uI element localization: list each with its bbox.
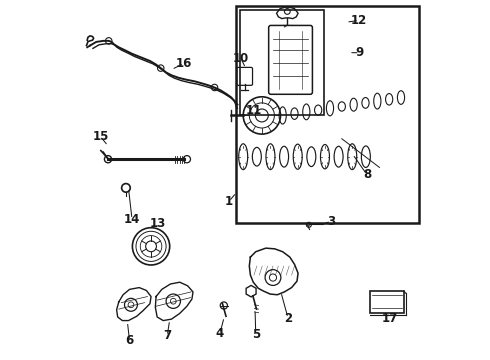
Text: 14: 14 <box>124 213 140 226</box>
Bar <box>240 10 324 116</box>
Text: 4: 4 <box>216 327 224 340</box>
Text: 10: 10 <box>233 51 249 64</box>
Text: 1: 1 <box>225 195 233 208</box>
FancyBboxPatch shape <box>237 67 252 85</box>
Text: 5: 5 <box>252 328 260 341</box>
Text: 3: 3 <box>327 215 335 228</box>
Text: 9: 9 <box>356 46 364 59</box>
Text: 2: 2 <box>284 311 292 325</box>
Text: 7: 7 <box>163 329 171 342</box>
Text: 11: 11 <box>246 104 262 117</box>
Text: 6: 6 <box>125 334 134 347</box>
Text: 15: 15 <box>93 130 109 144</box>
Bar <box>370 291 404 313</box>
Text: 12: 12 <box>351 14 367 27</box>
Text: 17: 17 <box>382 311 398 325</box>
Text: 8: 8 <box>363 168 371 181</box>
Bar <box>236 6 419 223</box>
Text: 13: 13 <box>150 216 166 230</box>
Text: 16: 16 <box>176 57 192 70</box>
FancyBboxPatch shape <box>269 26 313 94</box>
